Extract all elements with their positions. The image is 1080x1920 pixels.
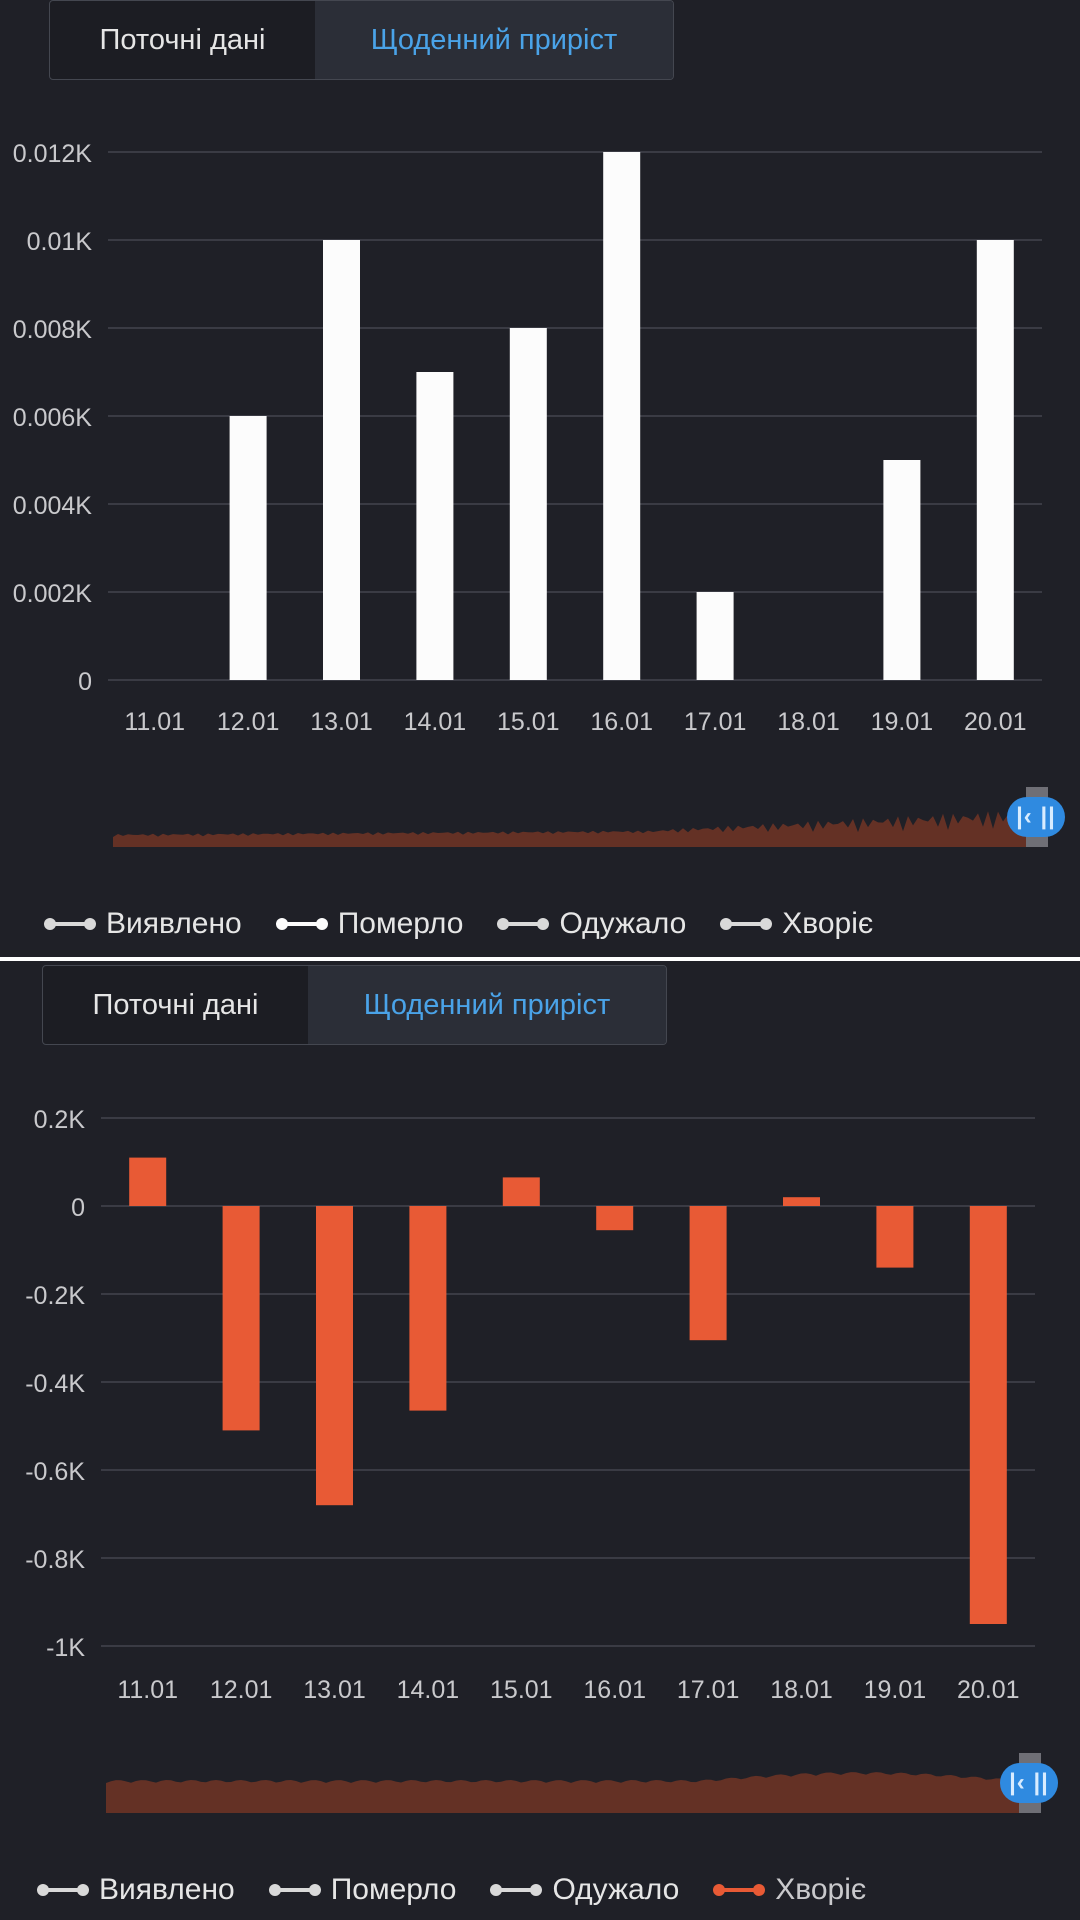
tab-switch: Поточні дані Щоденний приріст bbox=[49, 0, 674, 80]
navigator-area bbox=[106, 1772, 1021, 1813]
legend-marker bbox=[268, 1884, 321, 1896]
bar-18.01 bbox=[783, 1197, 820, 1206]
bar-15.01 bbox=[502, 1177, 540, 1206]
y-tick-label: 0.2K bbox=[34, 1106, 86, 1134]
tab-current-data[interactable]: Поточні дані bbox=[99, 23, 266, 56]
legend-item-died[interactable]: Померло bbox=[268, 1873, 457, 1907]
x-tick-label: 14.01 bbox=[397, 1676, 460, 1704]
x-tick-label: 20.01 bbox=[957, 1676, 1020, 1704]
y-tick-label: 0 bbox=[78, 668, 92, 696]
x-tick-label: 19.01 bbox=[864, 1676, 927, 1704]
tab-daily-growth[interactable]: Щоденний приріст bbox=[315, 1, 673, 79]
tab-daily-growth[interactable]: Щоденний приріст bbox=[308, 966, 666, 1044]
navigator-area bbox=[113, 810, 1028, 847]
legend-marker bbox=[720, 918, 773, 930]
x-tick-label: 17.01 bbox=[684, 708, 747, 736]
y-tick-label: 0.004K bbox=[13, 492, 93, 520]
chart-panel-sick: Поточні дані Щоденний приріст -1K -0.8K -0… bbox=[0, 961, 1080, 1920]
chart-panel-total: Поточні дані Щоденний приріст 0 0.002K 0.0… bbox=[0, 0, 1080, 957]
navigator-handle[interactable]: |‹ || bbox=[1007, 797, 1065, 837]
y-tick-label: -0.2K bbox=[25, 1282, 85, 1310]
bar-13.01 bbox=[316, 1206, 353, 1506]
x-tick-label: 14.01 bbox=[404, 708, 467, 736]
legend-label: Одужало bbox=[552, 1873, 680, 1906]
bar-11.01 bbox=[129, 1157, 167, 1206]
bar-16.01 bbox=[603, 152, 641, 680]
legend-marker bbox=[490, 1884, 543, 1896]
tab-current-data[interactable]: Поточні дані bbox=[92, 988, 259, 1021]
bar-20.01 bbox=[976, 240, 1014, 680]
x-tick-label: 20.01 bbox=[964, 708, 1027, 736]
bar-12.01 bbox=[229, 416, 267, 680]
legend-item-died[interactable]: Померло bbox=[275, 907, 464, 941]
legend-marker bbox=[37, 1884, 89, 1896]
bar-14.01 bbox=[409, 1206, 447, 1411]
legend-item-detected[interactable]: Виявлено bbox=[44, 907, 242, 941]
range-navigator[interactable]: |‹ || bbox=[113, 787, 1068, 847]
bar-16.01 bbox=[596, 1206, 634, 1231]
bar-19.01 bbox=[876, 1206, 914, 1268]
x-tick-label: 11.01 bbox=[124, 708, 185, 736]
x-tick-label: 16.01 bbox=[583, 1676, 646, 1704]
y-tick-label: 0.002K bbox=[13, 580, 93, 608]
x-tick-label: 15.01 bbox=[497, 708, 560, 736]
y-tick-label: 0.006K bbox=[13, 404, 93, 432]
legend-marker bbox=[713, 1884, 766, 1896]
legend-label: Виявлено bbox=[106, 907, 242, 940]
y-tick-label: -1K bbox=[46, 1634, 85, 1662]
range-navigator[interactable]: |‹ || bbox=[106, 1753, 1061, 1813]
legend: Виявлено Померло Одужало Хворіє bbox=[37, 1873, 866, 1907]
legend-item-detected[interactable]: Виявлено bbox=[37, 1873, 235, 1907]
legend-label: Померло bbox=[337, 907, 464, 940]
legend-label: Хворіє bbox=[782, 907, 874, 940]
x-tick-label: 12.01 bbox=[210, 1676, 273, 1704]
bar-12.01 bbox=[222, 1206, 260, 1431]
legend-item-recovered[interactable]: Одужало bbox=[497, 907, 686, 941]
x-tick-label: 13.01 bbox=[310, 708, 373, 736]
legend-marker bbox=[275, 918, 328, 930]
legend-label: Одужало bbox=[559, 907, 687, 940]
legend-label: Померло bbox=[330, 1873, 457, 1906]
bar-17.01 bbox=[696, 592, 734, 680]
y-tick-label: 0.01K bbox=[27, 228, 93, 256]
legend-label: Виявлено bbox=[99, 1873, 235, 1906]
navigator-handle[interactable]: |‹ || bbox=[1000, 1763, 1058, 1803]
legend-item-sick[interactable]: Хворіє bbox=[720, 907, 873, 941]
legend-marker bbox=[44, 918, 96, 930]
bar-chart: 0 0.002K 0.004K 0.006K 0.008K 0.01K 0.012K 11.0… bbox=[13, 140, 1042, 736]
bar-15.01 bbox=[509, 328, 547, 680]
x-tick-label: 15.01 bbox=[490, 1676, 553, 1704]
y-tick-label: 0.008K bbox=[13, 316, 93, 344]
bar-14.01 bbox=[416, 372, 454, 680]
y-tick-label: -0.4K bbox=[25, 1370, 85, 1398]
y-tick-label: 0.012K bbox=[13, 140, 93, 168]
x-tick-label: 13.01 bbox=[303, 1676, 366, 1704]
bar-13.01 bbox=[323, 240, 360, 680]
legend-marker bbox=[497, 918, 550, 930]
y-tick-label: -0.6K bbox=[25, 1458, 85, 1486]
y-tick-label: 0 bbox=[71, 1194, 85, 1222]
x-tick-label: 18.01 bbox=[777, 708, 840, 736]
tab-switch: Поточні дані Щоденний приріст bbox=[42, 965, 667, 1045]
x-tick-label: 16.01 bbox=[590, 708, 653, 736]
legend-item-sick[interactable]: Хворіє bbox=[713, 1873, 866, 1907]
legend-label: Хворіє bbox=[775, 1873, 867, 1906]
x-tick-label: 19.01 bbox=[871, 708, 934, 736]
bar-20.01 bbox=[969, 1206, 1007, 1624]
x-tick-label: 12.01 bbox=[217, 708, 280, 736]
bar-17.01 bbox=[689, 1206, 727, 1341]
x-tick-label: 17.01 bbox=[677, 1676, 740, 1704]
x-tick-label: 11.01 bbox=[117, 1676, 178, 1704]
y-tick-label: -0.8K bbox=[25, 1546, 85, 1574]
x-tick-label: 18.01 bbox=[770, 1676, 833, 1704]
legend-item-recovered[interactable]: Одужало bbox=[490, 1873, 679, 1907]
bar-chart: -1K -0.8K -0.6K -0.4K -0.2K 0 0.2K 11.01 12.01 13… bbox=[25, 1106, 1035, 1704]
bar-19.01 bbox=[883, 460, 921, 680]
legend: Виявлено Померло Одужало Хворіє bbox=[44, 907, 873, 941]
